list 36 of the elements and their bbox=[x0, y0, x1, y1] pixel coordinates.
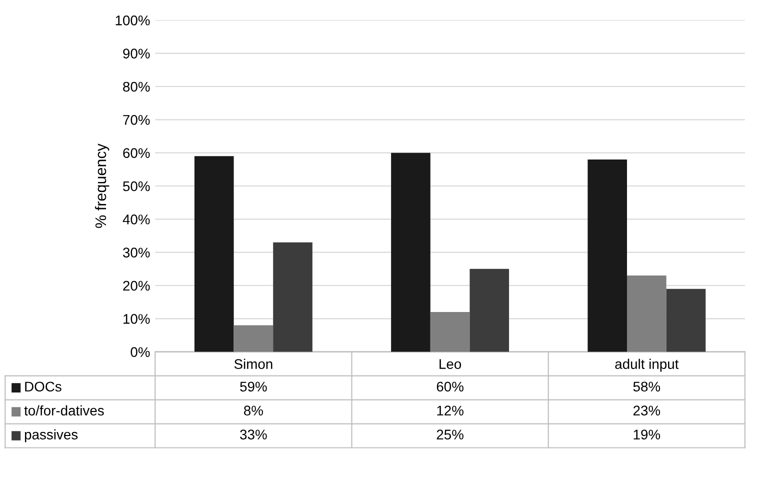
data-label: 58% bbox=[633, 382, 660, 392]
data-label: 23% bbox=[633, 406, 660, 416]
y-tick-label: 20% bbox=[123, 280, 150, 291]
bar bbox=[234, 325, 274, 352]
data-label: 33% bbox=[240, 430, 267, 440]
legend-label: DOCs bbox=[25, 382, 62, 392]
y-tick-label: 0% bbox=[130, 347, 150, 358]
y-tick-label: 90% bbox=[123, 48, 150, 58]
bar bbox=[588, 159, 627, 352]
bar bbox=[391, 152, 430, 352]
x-tick-label: Leo bbox=[440, 359, 462, 369]
y-tick-label: 30% bbox=[123, 248, 150, 258]
data-label: 12% bbox=[437, 406, 464, 416]
data-label: 25% bbox=[436, 430, 464, 440]
data-label: 59% bbox=[240, 382, 267, 392]
bar bbox=[430, 312, 470, 352]
bar bbox=[273, 242, 312, 352]
y-tick-label: 100% bbox=[116, 15, 150, 26]
data-label: 8% bbox=[244, 406, 263, 416]
x-tick-label: Simon bbox=[234, 358, 272, 369]
y-tick-label: 70% bbox=[123, 115, 150, 125]
y-tick-label: 60% bbox=[123, 148, 150, 158]
legend-label: to/for-datives bbox=[24, 405, 104, 416]
legend-label: passives bbox=[24, 429, 78, 442]
bar bbox=[470, 268, 510, 352]
y-tick-label: 40% bbox=[122, 214, 150, 224]
data-label: 19% bbox=[634, 430, 660, 440]
bar bbox=[194, 156, 234, 352]
y-tick-label: 80% bbox=[123, 82, 150, 92]
x-tick-label: adult input bbox=[615, 358, 679, 372]
bar bbox=[666, 288, 706, 352]
y-axis-title: % frequency bbox=[94, 144, 110, 228]
y-tick-label: 50% bbox=[123, 181, 150, 192]
y-tick-label: 10% bbox=[124, 314, 150, 324]
data-label: 60% bbox=[436, 382, 464, 392]
bar bbox=[626, 276, 666, 352]
